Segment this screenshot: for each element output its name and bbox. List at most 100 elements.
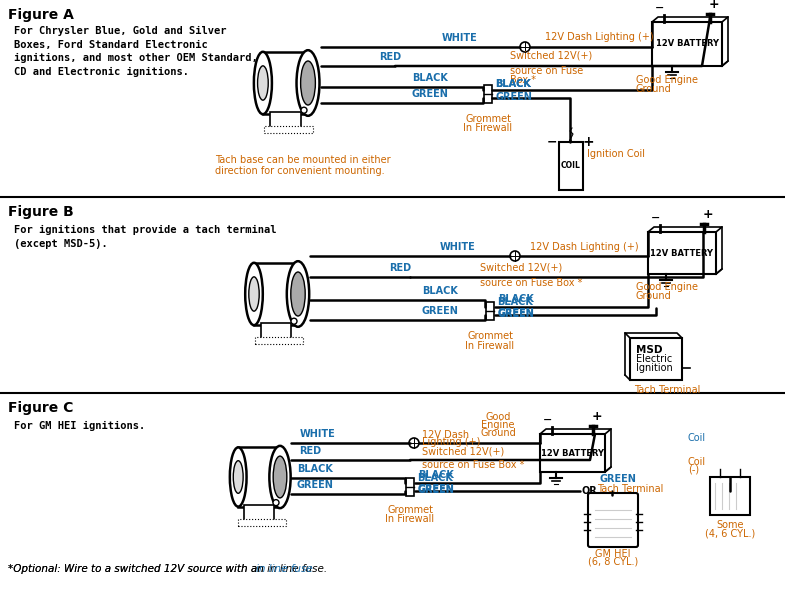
Text: Tach Terminal: Tach Terminal	[634, 385, 700, 395]
Text: In Firewall: In Firewall	[466, 341, 514, 351]
Text: RED: RED	[389, 263, 411, 273]
FancyBboxPatch shape	[484, 85, 492, 103]
Text: (-): (-)	[688, 465, 699, 475]
Text: GREEN: GREEN	[297, 480, 334, 490]
Text: Grommet: Grommet	[387, 505, 433, 515]
FancyBboxPatch shape	[239, 519, 286, 526]
Text: 12V Dash Lighting (+): 12V Dash Lighting (+)	[530, 242, 639, 252]
Text: −: −	[655, 3, 665, 13]
FancyBboxPatch shape	[261, 323, 291, 339]
Text: Ignition: Ignition	[636, 363, 673, 373]
Ellipse shape	[301, 61, 316, 105]
Text: GREEN: GREEN	[495, 92, 532, 102]
Text: Some: Some	[716, 520, 743, 530]
FancyBboxPatch shape	[270, 112, 301, 128]
Text: WHITE: WHITE	[300, 429, 336, 439]
Text: RED: RED	[379, 52, 401, 62]
Text: BLACK: BLACK	[497, 297, 533, 307]
Text: OR: OR	[582, 486, 597, 496]
Text: Ground: Ground	[636, 291, 672, 301]
Ellipse shape	[245, 263, 263, 325]
Text: BLACK: BLACK	[412, 73, 448, 83]
Text: In Firewall: In Firewall	[385, 514, 435, 524]
Text: BLACK: BLACK	[495, 79, 531, 89]
FancyBboxPatch shape	[652, 22, 722, 66]
Ellipse shape	[233, 461, 243, 493]
Text: RED: RED	[299, 446, 321, 456]
Text: MSD: MSD	[636, 345, 663, 355]
Text: in line fuse: in line fuse	[256, 564, 312, 574]
Text: source on Fuse: source on Fuse	[510, 66, 583, 76]
FancyBboxPatch shape	[648, 232, 716, 274]
Text: WHITE: WHITE	[440, 242, 476, 252]
Text: Good: Good	[485, 412, 511, 422]
Text: In Firewall: In Firewall	[463, 123, 513, 133]
Text: 12V BATTERY: 12V BATTERY	[541, 448, 604, 457]
Text: BLACK: BLACK	[495, 79, 531, 89]
Ellipse shape	[269, 446, 290, 508]
Text: 12V Dash Lighting (+): 12V Dash Lighting (+)	[545, 32, 654, 42]
Ellipse shape	[230, 447, 246, 507]
Circle shape	[409, 438, 419, 448]
Text: Figure A: Figure A	[8, 8, 74, 22]
Text: +: +	[592, 410, 602, 423]
FancyBboxPatch shape	[238, 447, 280, 507]
Text: Engine: Engine	[481, 420, 515, 430]
Text: 12V BATTERY: 12V BATTERY	[651, 248, 714, 257]
Text: (4, 6 CYL.): (4, 6 CYL.)	[705, 528, 755, 538]
FancyBboxPatch shape	[244, 504, 274, 520]
FancyBboxPatch shape	[559, 142, 583, 190]
Text: WHITE: WHITE	[442, 33, 478, 43]
FancyBboxPatch shape	[264, 126, 313, 133]
Circle shape	[273, 500, 279, 506]
Circle shape	[510, 251, 520, 261]
Text: −: −	[543, 415, 553, 425]
FancyBboxPatch shape	[406, 478, 414, 496]
Text: −: −	[546, 136, 557, 149]
FancyBboxPatch shape	[630, 338, 682, 380]
Text: BLACK: BLACK	[297, 464, 333, 474]
Text: For ignitions that provide a tach terminal
(except MSD-5).: For ignitions that provide a tach termin…	[14, 225, 276, 248]
Ellipse shape	[257, 66, 268, 100]
Text: GREEN: GREEN	[498, 308, 535, 318]
Text: GREEN: GREEN	[417, 485, 454, 495]
Text: Tach base can be mounted in either: Tach base can be mounted in either	[215, 155, 391, 165]
Text: COIL: COIL	[561, 162, 581, 171]
Text: (6, 8 CYL.): (6, 8 CYL.)	[588, 557, 638, 567]
FancyBboxPatch shape	[486, 302, 494, 320]
FancyBboxPatch shape	[254, 337, 303, 344]
Text: *Optional: Wire to a switched 12V source with an: *Optional: Wire to a switched 12V source…	[8, 564, 267, 574]
Text: For Chrysler Blue, Gold and Silver
Boxes, Ford Standard Electronic
ignitions, an: For Chrysler Blue, Gold and Silver Boxes…	[14, 26, 257, 77]
Text: Tach Terminal: Tach Terminal	[597, 484, 663, 494]
Text: BLACK: BLACK	[498, 294, 534, 304]
Text: GREEN: GREEN	[422, 306, 458, 316]
Circle shape	[301, 107, 307, 113]
Text: 12V Dash: 12V Dash	[422, 430, 469, 440]
FancyBboxPatch shape	[588, 493, 638, 547]
Text: BLACK: BLACK	[417, 473, 453, 483]
Text: GREEN: GREEN	[418, 484, 455, 494]
Text: Coil: Coil	[688, 433, 706, 443]
Ellipse shape	[297, 50, 319, 116]
Text: Switched 12V(+): Switched 12V(+)	[422, 446, 504, 456]
Text: Good Engine: Good Engine	[636, 282, 698, 292]
Ellipse shape	[290, 272, 305, 316]
Text: *Optional: Wire to a switched 12V source with an in line fuse.: *Optional: Wire to a switched 12V source…	[8, 564, 327, 574]
Text: Figure B: Figure B	[8, 205, 74, 219]
FancyBboxPatch shape	[540, 434, 605, 472]
Circle shape	[520, 42, 530, 52]
Text: Figure C: Figure C	[8, 401, 73, 415]
Circle shape	[291, 318, 297, 324]
Text: Switched 12V(+): Switched 12V(+)	[480, 263, 562, 273]
Text: GREEN: GREEN	[497, 309, 534, 319]
Text: GM HEI: GM HEI	[595, 549, 631, 559]
Ellipse shape	[273, 456, 287, 498]
FancyBboxPatch shape	[710, 477, 750, 515]
Text: source on Fuse Box *: source on Fuse Box *	[422, 460, 524, 470]
Text: source on Fuse Box *: source on Fuse Box *	[480, 278, 582, 288]
Text: Lighting (+): Lighting (+)	[422, 437, 480, 447]
Text: Ignition Coil: Ignition Coil	[587, 149, 645, 159]
Text: GREEN: GREEN	[600, 474, 637, 484]
Text: −: −	[652, 213, 661, 223]
FancyBboxPatch shape	[254, 263, 298, 325]
